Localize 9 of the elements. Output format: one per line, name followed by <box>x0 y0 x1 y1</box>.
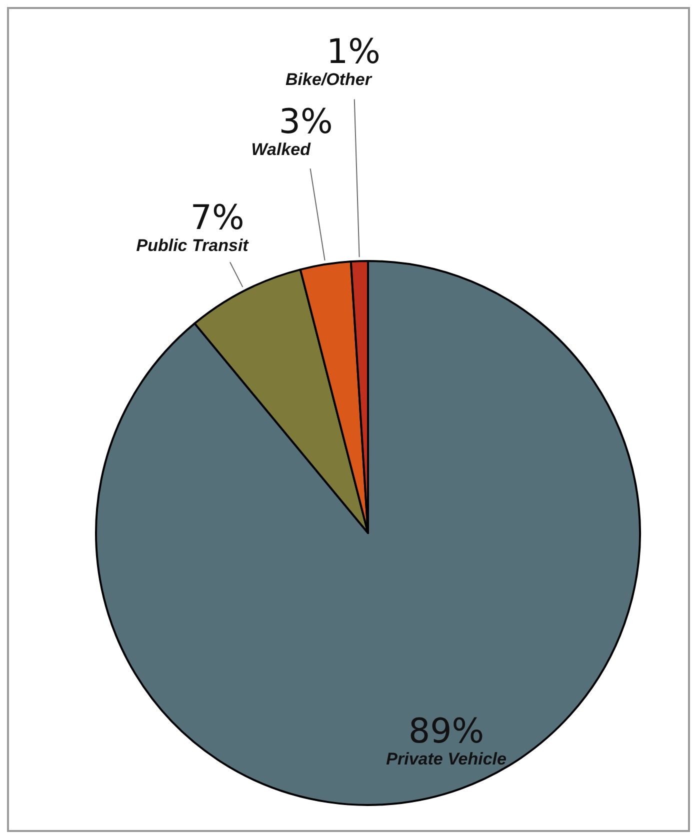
data-label: 7% <box>190 198 244 238</box>
slice-label: Bike/Other <box>285 70 373 90</box>
data-label: 3% <box>278 102 333 142</box>
slice-label: Walked <box>251 140 312 159</box>
pie-slice <box>95 260 641 806</box>
data-label: 89% <box>408 712 484 752</box>
slice-label: Public Transit <box>136 236 250 256</box>
data-label: 1% <box>326 32 380 72</box>
slice-label: Private Vehicle <box>386 750 506 769</box>
